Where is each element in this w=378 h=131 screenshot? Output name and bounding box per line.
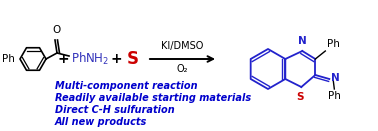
- Text: S: S: [127, 50, 139, 68]
- Text: O₂: O₂: [177, 64, 188, 74]
- Text: N: N: [298, 36, 307, 46]
- Text: S: S: [297, 92, 304, 102]
- Text: Readily available starting materials: Readily available starting materials: [55, 93, 251, 103]
- Text: All new products: All new products: [55, 117, 147, 127]
- Text: O: O: [53, 25, 60, 35]
- Text: Ph: Ph: [327, 39, 340, 49]
- Text: N: N: [332, 73, 340, 83]
- Text: KI/DMSO: KI/DMSO: [161, 41, 204, 51]
- Text: Ph: Ph: [2, 54, 14, 64]
- Text: Direct C-H sulfuration: Direct C-H sulfuration: [55, 105, 175, 115]
- Text: PhNH$_2$: PhNH$_2$: [71, 51, 109, 67]
- Text: Ph: Ph: [328, 91, 341, 101]
- Text: Multi-component reaction: Multi-component reaction: [55, 81, 198, 91]
- Text: +: +: [110, 52, 122, 66]
- Text: +: +: [57, 52, 69, 66]
